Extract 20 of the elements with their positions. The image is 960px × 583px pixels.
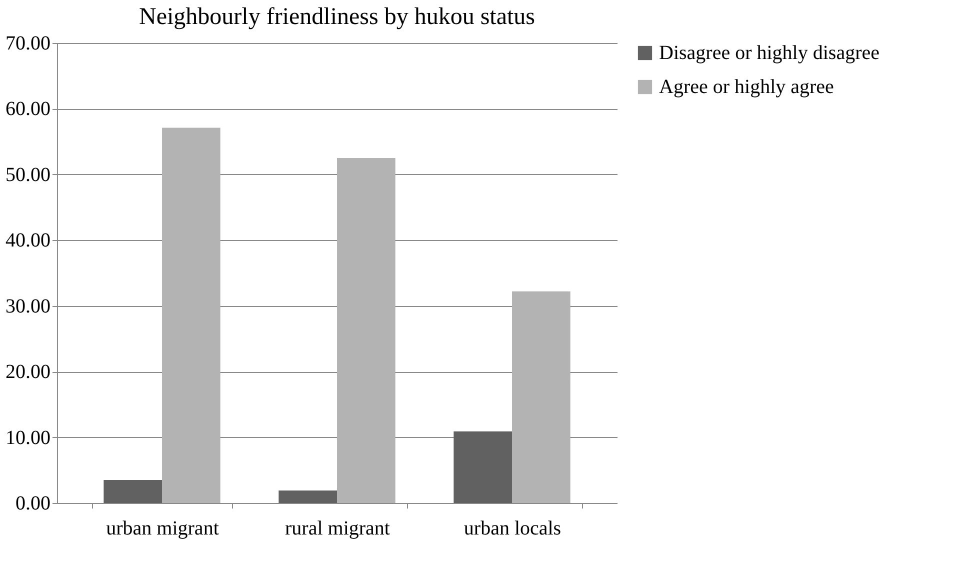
bar: [454, 431, 512, 503]
bar: [278, 490, 337, 503]
bar: [162, 128, 220, 503]
bar: [512, 291, 570, 503]
x-tick-label: urban locals: [464, 518, 562, 540]
y-tick-label: 40.00: [6, 230, 50, 252]
chart-title: Neighbourly friendliness by hukou status: [139, 4, 535, 30]
x-tick-label: urban migrant: [106, 518, 220, 540]
legend-label: Agree or highly agree: [659, 76, 834, 98]
y-tick-label: 0.00: [16, 492, 50, 514]
bar: [104, 480, 162, 503]
y-tick-label: 50.00: [6, 164, 50, 186]
y-tick-label: 10.00: [6, 426, 50, 449]
y-tick-label: 30.00: [6, 295, 50, 318]
legend-label: Disagree or highly disagree: [659, 42, 880, 64]
bar: [337, 158, 396, 503]
y-tick-label: 20.00: [6, 361, 50, 384]
y-tick-label: 60.00: [6, 98, 50, 120]
y-tick-label: 70.00: [6, 32, 50, 54]
x-tick-label: rural migrant: [285, 518, 390, 540]
